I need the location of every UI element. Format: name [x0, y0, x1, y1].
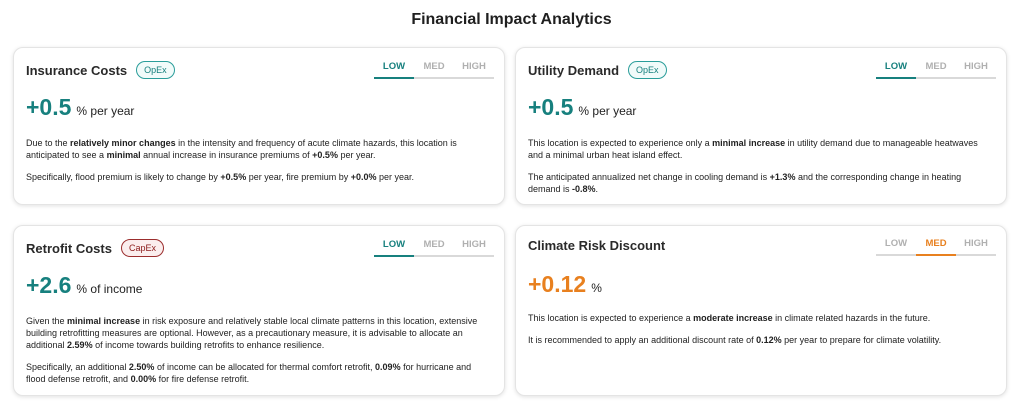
card-description: This location is expected to experience …	[528, 312, 992, 356]
description-paragraph: It is recommended to apply an additional…	[528, 335, 942, 345]
climate-risk-discount-card: Climate Risk Discount LOW MED HIGH +0.12…	[515, 225, 1007, 396]
tab-high[interactable]: HIGH	[964, 238, 988, 249]
tab-med[interactable]: MED	[925, 61, 947, 72]
description-paragraph: Given the minimal increase in risk expos…	[26, 316, 478, 350]
card-title: Retrofit Costs	[26, 240, 112, 256]
description-paragraph: The anticipated annualized net change in…	[528, 172, 962, 194]
opex-badge: OpEx	[136, 61, 175, 79]
description-paragraph: Specifically, an additional 2.50% of inc…	[26, 362, 472, 384]
retrofit-costs-card: Retrofit Costs CapEx LOW MED HIGH +2.6 %…	[13, 225, 505, 396]
tab-high[interactable]: HIGH	[462, 61, 486, 72]
utility-demand-card: Utility Demand OpEx LOW MED HIGH +0.5 % …	[515, 47, 1007, 205]
card-description: Given the minimal increase in risk expos…	[26, 315, 490, 395]
tab-high[interactable]: HIGH	[964, 61, 988, 72]
page-title: Financial Impact Analytics	[411, 11, 612, 28]
tab-med[interactable]: MED	[423, 239, 445, 250]
metric-unit: % per year	[76, 104, 135, 118]
scenario-tabs: LOW MED HIGH	[876, 61, 996, 79]
tab-high[interactable]: HIGH	[462, 239, 486, 250]
description-paragraph: Due to the relatively minor changes in t…	[26, 138, 457, 160]
card-description: Due to the relatively minor changes in t…	[26, 137, 490, 193]
metric-value: +0.5	[26, 94, 72, 120]
description-paragraph: Specifically, flood premium is likely to…	[26, 172, 415, 182]
scenario-tabs: LOW MED HIGH	[876, 238, 996, 256]
card-title: Insurance Costs	[26, 62, 128, 78]
metric-unit: %	[591, 281, 602, 295]
scenario-tabs: LOW MED HIGH	[374, 61, 494, 79]
insurance-costs-card: Insurance Costs OpEx LOW MED HIGH +0.5 %…	[13, 47, 505, 205]
description-paragraph: This location is expected to experience …	[528, 138, 978, 160]
tab-low[interactable]: LOW	[374, 61, 414, 79]
metric-value: +2.6	[26, 272, 72, 298]
metric-value: +0.5	[528, 94, 574, 120]
metric-unit: % of income	[76, 282, 143, 296]
metric-value: +0.12	[528, 271, 587, 297]
opex-badge: OpEx	[628, 61, 667, 79]
tab-low[interactable]: LOW	[884, 238, 908, 249]
tab-med[interactable]: MED	[916, 238, 956, 256]
tab-low[interactable]: LOW	[876, 61, 916, 79]
capex-badge: CapEx	[120, 239, 164, 257]
scenario-tabs: LOW MED HIGH	[374, 239, 494, 257]
metric-unit: % per year	[578, 104, 637, 118]
tab-low[interactable]: LOW	[374, 239, 414, 257]
card-description: This location is expected to experience …	[528, 137, 992, 205]
description-paragraph: This location is expected to experience …	[528, 313, 931, 323]
card-title: Climate Risk Discount	[528, 238, 666, 253]
card-title: Utility Demand	[528, 62, 620, 78]
tab-med[interactable]: MED	[423, 61, 445, 72]
